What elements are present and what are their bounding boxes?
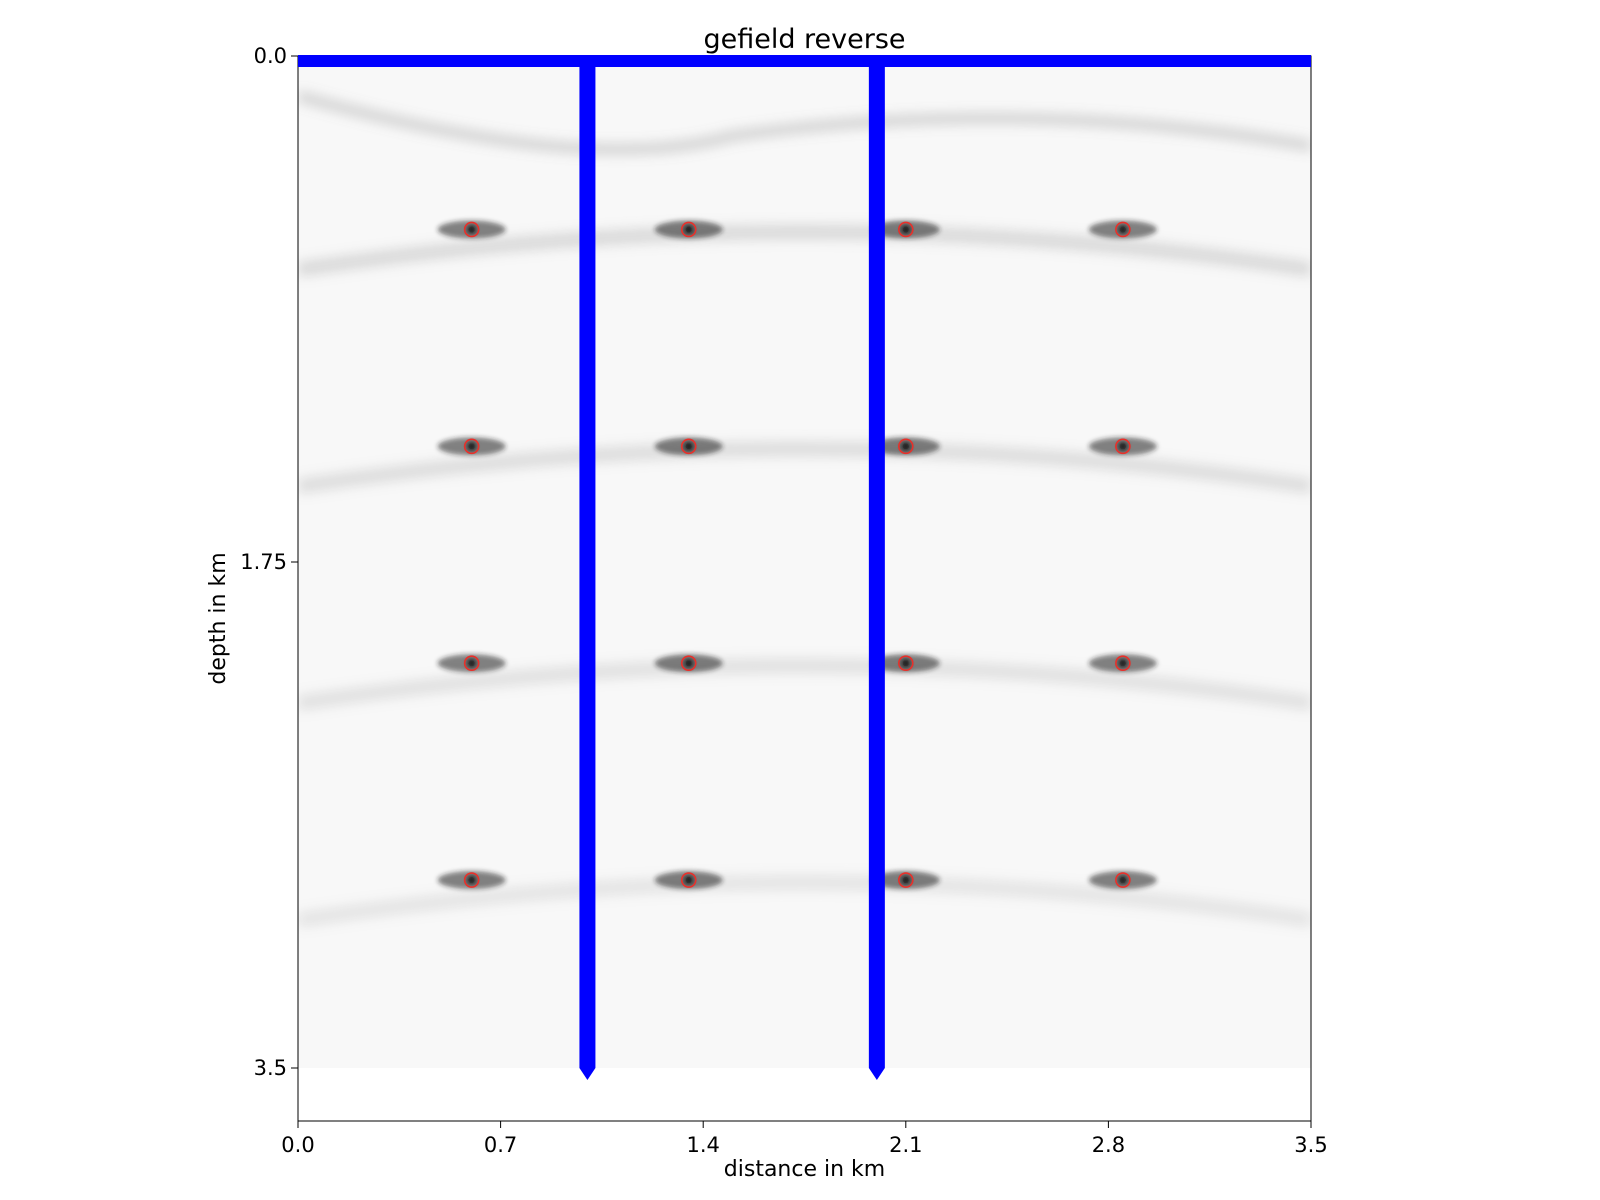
field-hotspot-core: [466, 224, 477, 235]
x-tick-label: 0.0: [281, 1133, 314, 1157]
field-hotspot-core: [683, 658, 694, 669]
target-marker: [1115, 872, 1131, 888]
surface-line: [298, 55, 1311, 67]
target-marker: [463, 221, 480, 238]
surface-wavefront: [298, 91, 1311, 155]
field-hotspot-core: [900, 875, 911, 886]
field-hotspot-core: [683, 441, 694, 452]
y-axis-label: depth in km: [206, 552, 231, 684]
y-tick-label: 3.5: [254, 1056, 287, 1080]
x-axis: 0.0 0.7 1.4 2.1 2.8 3.5: [281, 1121, 1328, 1157]
target-marker: [463, 438, 480, 455]
well-trajectory: [579, 56, 596, 1080]
wavefront-band: [298, 875, 1311, 927]
target-marker: [897, 872, 914, 888]
target-marker: [680, 655, 697, 672]
y-axis: 0.0 1.75 3.5: [240, 44, 298, 1080]
target-marker: [1115, 438, 1131, 455]
x-tick-label: 2.1: [889, 1133, 922, 1157]
field-hotspot-core: [1117, 441, 1128, 452]
field-hotspot-core: [466, 658, 477, 669]
overlay-marks: [298, 55, 1311, 1080]
field-hotspot-core: [683, 224, 694, 235]
x-tick-label: 0.7: [484, 1133, 517, 1157]
heatmap-texture: [298, 91, 1311, 927]
target-marker: [463, 655, 480, 672]
wavefront-band: [298, 658, 1311, 711]
field-hotspot-core: [900, 658, 911, 669]
field-hotspot-core: [1117, 875, 1128, 886]
wavefront-band: [298, 224, 1311, 277]
target-marker: [680, 438, 697, 455]
target-marker: [680, 872, 697, 888]
wavefront-band: [298, 441, 1311, 494]
heatmap-field: [298, 56, 1311, 1068]
target-marker: [1115, 221, 1131, 238]
field-hotspot-core: [900, 224, 911, 235]
heatmap-hotspots: [437, 220, 1157, 890]
x-axis-label: distance in km: [724, 1157, 885, 1182]
x-tick-label: 3.5: [1294, 1133, 1327, 1157]
field-hotspot-core: [900, 441, 911, 452]
y-tick-label: 0.0: [254, 44, 287, 68]
y-tick-label: 1.75: [240, 550, 287, 574]
chart-title: gefield reverse: [703, 24, 905, 55]
field-hotspot-core: [1117, 658, 1128, 669]
target-marker: [463, 872, 480, 888]
target-marker: [680, 221, 697, 238]
well-trajectory: [868, 56, 885, 1080]
heatmap-background: [298, 56, 1311, 1068]
target-marker: [897, 221, 914, 238]
field-hotspot-core: [466, 441, 477, 452]
field-hotspot-core: [683, 875, 694, 886]
target-marker: [1115, 655, 1131, 672]
x-tick-label: 1.4: [686, 1133, 719, 1157]
field-hotspot-core: [1117, 224, 1128, 235]
field-hotspot-core: [466, 875, 477, 886]
target-marker: [897, 655, 914, 672]
target-marker: [897, 438, 914, 455]
x-tick-label: 2.8: [1092, 1133, 1125, 1157]
